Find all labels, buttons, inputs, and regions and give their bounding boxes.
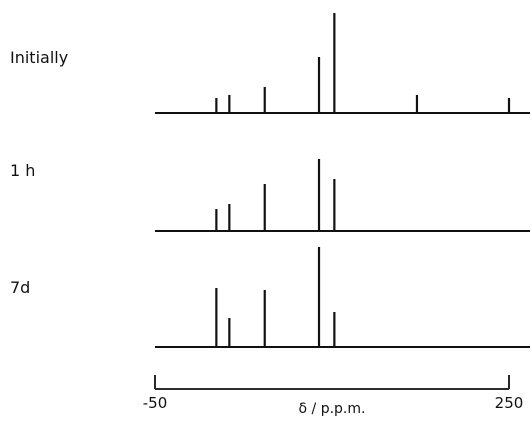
x-tick-label: -50 <box>143 394 168 412</box>
series-label: Initially <box>10 48 68 67</box>
series-labels: Initially 1 h 7d <box>10 48 68 297</box>
spectrum-0 <box>155 13 530 114</box>
series-label: 1 h <box>10 161 35 180</box>
spectrum-1 <box>155 159 530 232</box>
spectra <box>155 13 530 348</box>
x-tick-label: 250 <box>495 394 524 412</box>
x-axis: -50 250 δ / p.p.m. <box>143 375 524 417</box>
series-label: 7d <box>10 278 30 297</box>
x-axis-label: δ / p.p.m. <box>299 401 366 417</box>
spectrum-2 <box>155 247 530 348</box>
